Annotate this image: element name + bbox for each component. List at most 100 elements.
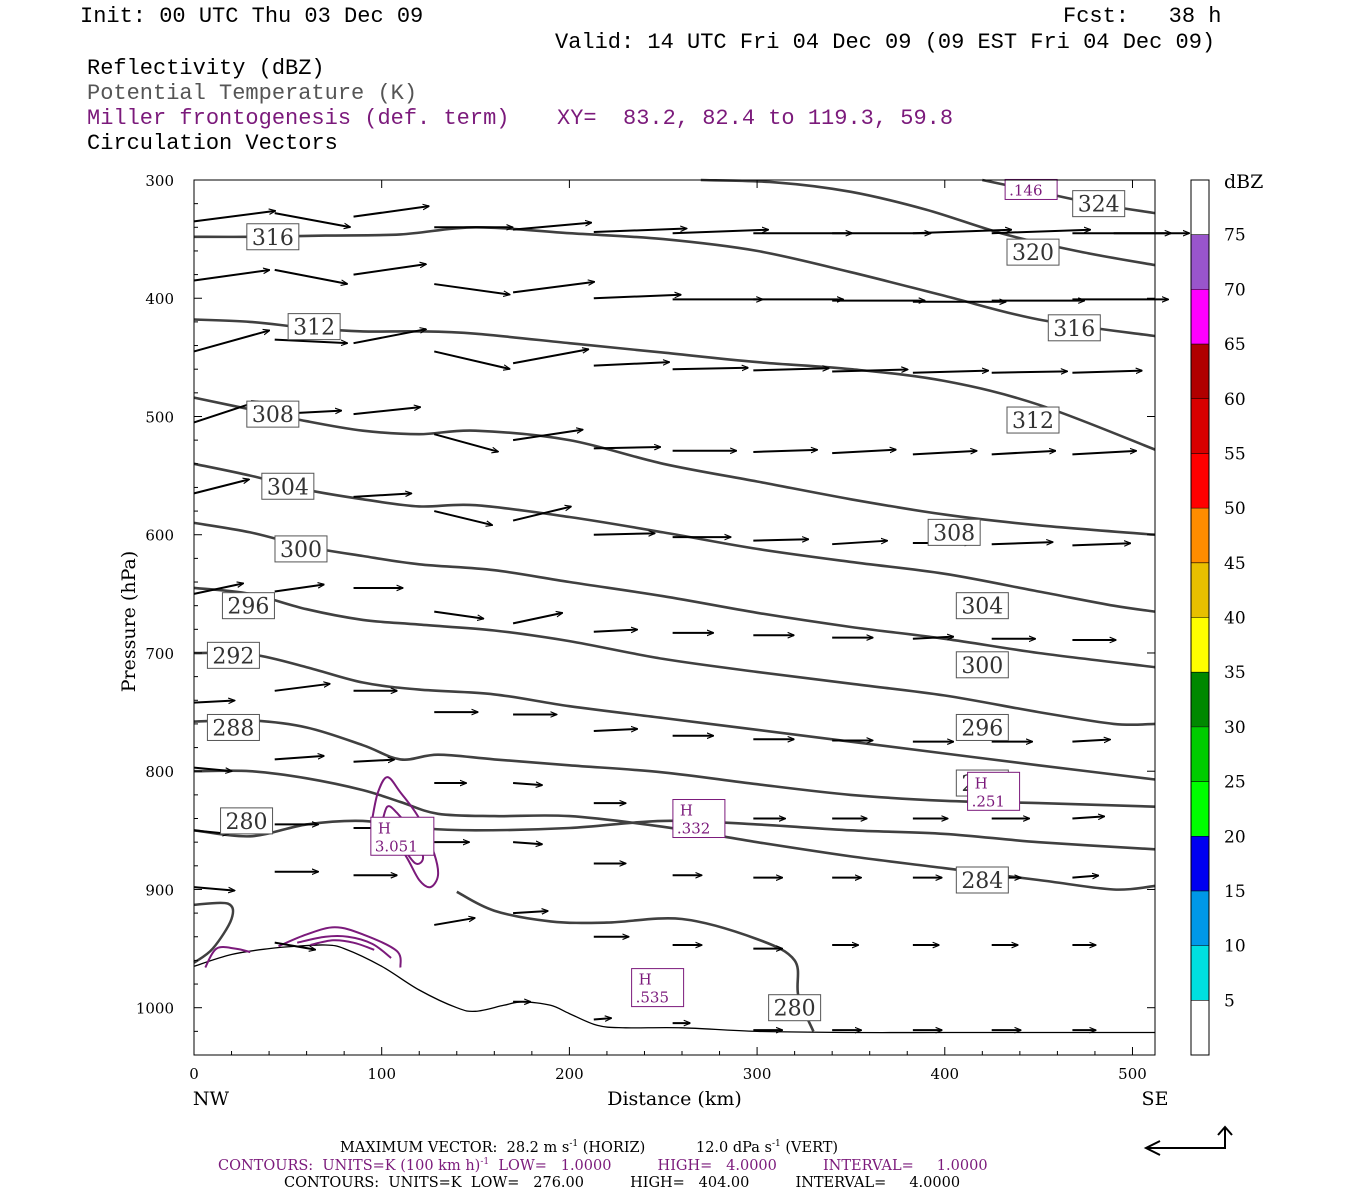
field-reflectivity: Reflectivity (dBZ)	[87, 56, 325, 81]
theta-label-box	[955, 592, 1009, 620]
frontogenesis-max-box	[967, 771, 1021, 811]
field-frontogenesis: Miller frontogenesis (def. term)	[87, 106, 510, 131]
y-tick-label: 1000	[136, 1000, 174, 1018]
colorbar-label: 65	[1224, 335, 1246, 355]
colorbar-label: 30	[1224, 718, 1246, 738]
circulation-vector	[593, 630, 638, 632]
x-tick-label: 100	[367, 1065, 396, 1083]
theta-label-box	[246, 400, 300, 428]
colorbar-label: 55	[1224, 444, 1246, 464]
circulation-vector	[193, 766, 232, 772]
circulation-vector	[1072, 816, 1104, 818]
theta-contour-292-3	[193, 651, 1156, 781]
colorbar-label: 75	[1224, 226, 1246, 246]
theta-contour-280-12	[456, 890, 815, 1032]
circulation-vector	[1072, 876, 1098, 878]
frontogenesis-max-box	[631, 968, 685, 1008]
frontogenesis-max-box	[672, 799, 726, 839]
theta-label-312: 312	[293, 316, 335, 341]
circulation-vector	[672, 368, 748, 369]
circulation-vector	[1072, 543, 1130, 545]
cross-section-endpoints: XY= 83.2, 82.4 to 119.3, 59.8	[557, 106, 954, 131]
theta-contour-note: CONTOURS: UNITS=K LOW= 276.00 HIGH= 404.…	[284, 1175, 961, 1191]
theta-label-296: 296	[227, 595, 269, 620]
colorbar-segment	[1191, 945, 1209, 1001]
y-tick-label: 600	[145, 527, 174, 545]
theta-contour-288-2	[193, 718, 1156, 808]
circulation-vector	[274, 338, 348, 344]
circulation-vector	[433, 433, 498, 452]
circulation-vector	[912, 230, 1012, 235]
theta-label-284: 284	[961, 869, 1003, 894]
theta-label-box	[955, 651, 1009, 679]
y-tick-label: 700	[145, 645, 174, 663]
theta-label-box	[287, 313, 341, 341]
theta-label-box	[927, 518, 981, 546]
theta-label-280: 280	[774, 997, 816, 1022]
theta-label-296: 296	[961, 716, 1003, 741]
theta-contour-308-7	[193, 396, 1156, 536]
circulation-vector	[991, 371, 1067, 372]
theta-label-box	[955, 866, 1009, 894]
x-tick-label: 500	[1118, 1065, 1147, 1083]
circulation-vector	[274, 684, 330, 692]
frontogenesis-max-value: .332	[677, 820, 710, 838]
colorbar-label: 25	[1224, 773, 1246, 793]
frontogenesis-max-box	[370, 816, 435, 856]
colorbar-title: dBZ	[1224, 171, 1263, 193]
theta-label-300: 300	[280, 538, 322, 563]
theta-label-316: 316	[1053, 317, 1095, 342]
colorbar-segment	[1191, 508, 1209, 563]
theta-label-box	[221, 592, 275, 620]
circulation-vector	[274, 268, 348, 284]
circulation-vector	[672, 230, 769, 235]
circulation-vector	[353, 206, 429, 218]
x-end-label-se: SE	[1142, 1088, 1169, 1110]
field-circulation-vectors: Circulation Vectors	[87, 131, 338, 156]
colorbar-label: 35	[1224, 663, 1246, 683]
theta-label-box	[1006, 238, 1060, 266]
circulation-vector	[912, 451, 977, 456]
colorbar-segment	[1191, 289, 1209, 345]
init-time: Init: 00 UTC Thu 03 Dec 09	[80, 4, 424, 29]
frontogenesis-max-marker: H	[975, 774, 988, 792]
forecast-hour: Fcst: 38 h	[1063, 4, 1222, 29]
circulation-vector	[593, 729, 638, 731]
theta-contour-low-level	[193, 901, 235, 964]
colorbar-label: 40	[1224, 609, 1246, 629]
x-tick-label: 0	[189, 1065, 199, 1083]
circulation-vector	[434, 510, 492, 525]
theta-label-312: 312	[1012, 409, 1054, 434]
theta-label-292: 292	[212, 644, 254, 669]
circulation-vector	[353, 264, 427, 276]
circulation-vector	[593, 362, 669, 367]
circulation-vector	[512, 349, 588, 365]
circulation-vector	[353, 407, 421, 416]
circulation-vector	[912, 371, 988, 373]
colorbar-segment	[1191, 617, 1209, 673]
theta-label-box	[1047, 314, 1101, 342]
x-end-label-nw: NW	[193, 1088, 230, 1110]
circulation-vector	[512, 282, 594, 294]
circulation-vector	[593, 447, 661, 448]
colorbar-segment	[1191, 726, 1209, 782]
frontogenesis-max-marker: H	[639, 971, 652, 989]
circulation-vector	[753, 450, 817, 452]
circulation-vector	[593, 229, 687, 234]
frontogenesis-contour-3	[296, 934, 392, 959]
circulation-vector	[832, 450, 896, 455]
colorbar-label: 15	[1224, 882, 1246, 902]
theta-label-box	[206, 641, 260, 669]
circulation-vector	[832, 369, 907, 371]
circulation-vector	[991, 542, 1053, 544]
theta-contour-300-5	[193, 521, 1156, 669]
theta-label-288: 288	[212, 716, 254, 741]
frontogenesis-max-marker: H	[680, 802, 693, 820]
circulation-vector	[193, 330, 269, 353]
colorbar-label: 10	[1224, 937, 1246, 957]
circulation-vector	[753, 539, 808, 540]
theta-label-box	[261, 472, 315, 500]
frontogenesis-contour-5	[204, 946, 251, 968]
theta-label-304: 304	[267, 475, 309, 500]
